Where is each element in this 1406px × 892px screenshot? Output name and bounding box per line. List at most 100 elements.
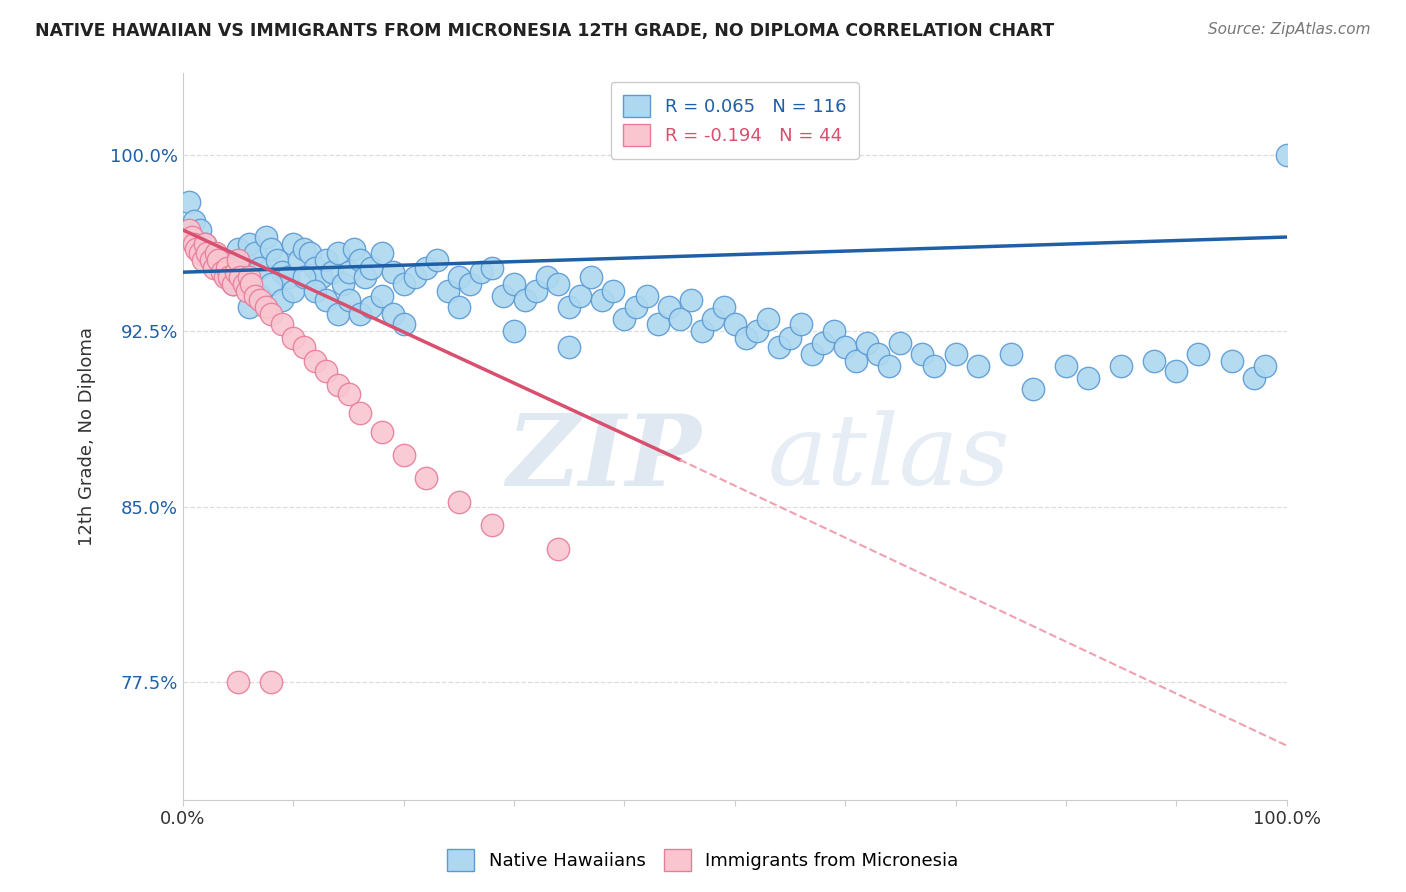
Legend: Native Hawaiians, Immigrants from Micronesia: Native Hawaiians, Immigrants from Micron…	[440, 842, 966, 879]
Point	[447, 269, 470, 284]
Point	[221, 277, 243, 291]
Point	[221, 277, 243, 291]
Point	[668, 312, 690, 326]
Point	[481, 518, 503, 533]
Point	[214, 269, 236, 284]
Point	[211, 260, 233, 275]
Point	[271, 317, 294, 331]
Point	[283, 237, 305, 252]
Point	[349, 406, 371, 420]
Point	[304, 354, 326, 368]
Point	[911, 347, 934, 361]
Point	[188, 246, 211, 260]
Point	[756, 312, 779, 326]
Point	[266, 253, 288, 268]
Point	[337, 387, 360, 401]
Point	[1166, 364, 1188, 378]
Text: atlas: atlas	[768, 410, 1011, 506]
Point	[207, 253, 229, 268]
Point	[294, 340, 316, 354]
Point	[745, 324, 768, 338]
Point	[492, 288, 515, 302]
Point	[811, 335, 834, 350]
Point	[458, 277, 481, 291]
Point	[360, 301, 382, 315]
Point	[426, 253, 449, 268]
Point	[194, 237, 217, 252]
Point	[392, 317, 415, 331]
Point	[271, 293, 294, 308]
Point	[249, 288, 271, 302]
Point	[735, 331, 758, 345]
Point	[581, 269, 603, 284]
Point	[254, 301, 277, 315]
Point	[547, 541, 569, 556]
Point	[315, 293, 337, 308]
Point	[360, 260, 382, 275]
Point	[370, 246, 392, 260]
Point	[503, 324, 526, 338]
Point	[801, 347, 824, 361]
Point	[283, 331, 305, 345]
Point	[834, 340, 856, 354]
Point	[217, 260, 239, 275]
Point	[1275, 148, 1298, 162]
Point	[823, 324, 845, 338]
Point	[191, 253, 214, 268]
Point	[298, 246, 321, 260]
Point	[205, 246, 228, 260]
Point	[437, 284, 460, 298]
Point	[679, 293, 702, 308]
Point	[690, 324, 713, 338]
Point	[768, 340, 790, 354]
Point	[226, 253, 249, 268]
Point	[200, 253, 222, 268]
Point	[724, 317, 747, 331]
Point	[879, 359, 901, 373]
Point	[332, 277, 354, 291]
Point	[547, 277, 569, 291]
Point	[238, 269, 260, 284]
Point	[447, 301, 470, 315]
Point	[602, 284, 624, 298]
Point	[1243, 370, 1265, 384]
Point	[381, 307, 404, 321]
Point	[177, 194, 200, 209]
Point	[702, 312, 724, 326]
Point	[337, 293, 360, 308]
Point	[226, 242, 249, 256]
Point	[889, 335, 911, 350]
Point	[260, 277, 283, 291]
Point	[260, 242, 283, 256]
Point	[966, 359, 988, 373]
Point	[515, 293, 537, 308]
Point	[229, 269, 252, 284]
Y-axis label: 12th Grade, No Diploma: 12th Grade, No Diploma	[79, 326, 96, 546]
Point	[238, 301, 260, 315]
Point	[845, 354, 868, 368]
Legend: R = 0.065   N = 116, R = -0.194   N = 44: R = 0.065 N = 116, R = -0.194 N = 44	[610, 82, 859, 159]
Point	[218, 269, 240, 284]
Point	[624, 301, 647, 315]
Point	[470, 265, 492, 279]
Point	[945, 347, 967, 361]
Point	[326, 307, 349, 321]
Point	[238, 237, 260, 252]
Point	[415, 260, 437, 275]
Point	[392, 277, 415, 291]
Point	[524, 284, 547, 298]
Point	[647, 317, 669, 331]
Point	[415, 471, 437, 485]
Point	[1187, 347, 1209, 361]
Point	[569, 288, 592, 302]
Text: ZIP: ZIP	[506, 409, 702, 507]
Point	[1022, 383, 1045, 397]
Point	[225, 265, 247, 279]
Point	[315, 364, 337, 378]
Point	[315, 253, 337, 268]
Point	[243, 288, 266, 302]
Point	[591, 293, 613, 308]
Point	[304, 284, 326, 298]
Point	[868, 347, 890, 361]
Point	[183, 213, 205, 227]
